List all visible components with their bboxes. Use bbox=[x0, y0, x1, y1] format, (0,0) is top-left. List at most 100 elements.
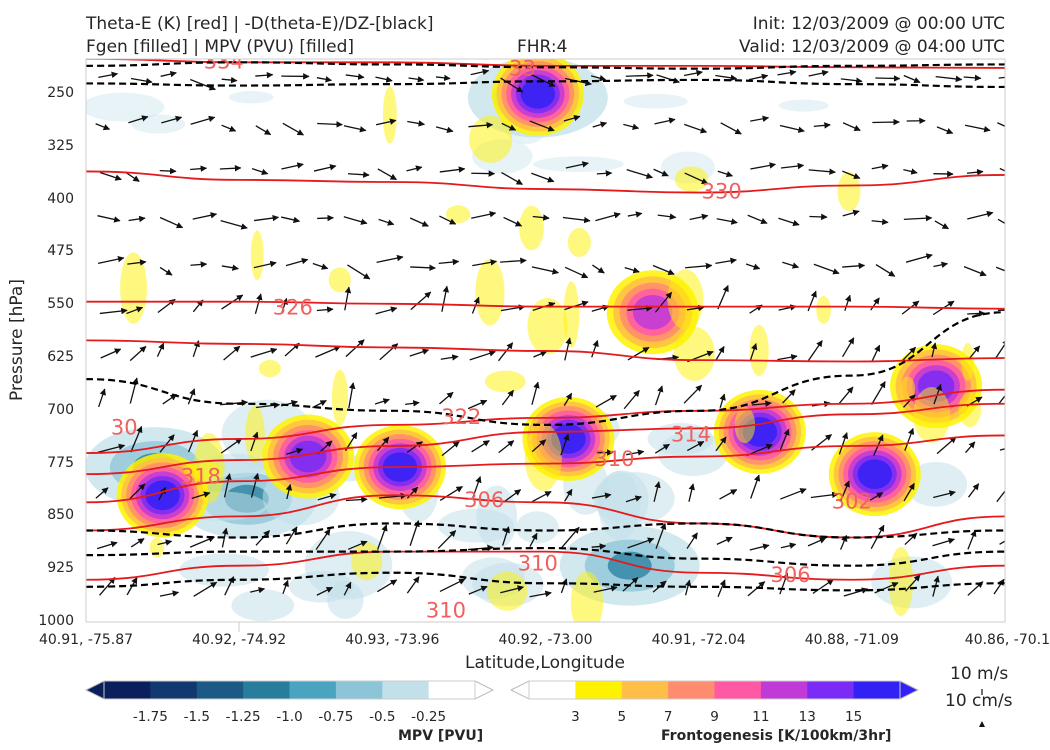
wind-vector bbox=[315, 345, 341, 358]
fgen-area bbox=[193, 432, 225, 504]
theta-e-contour bbox=[86, 170, 1005, 194]
wind-vector bbox=[285, 526, 298, 545]
wind-vector bbox=[807, 537, 827, 547]
wind-vector bbox=[624, 266, 640, 274]
wind-vector bbox=[654, 117, 676, 125]
colorbar-segment bbox=[760, 681, 808, 699]
colorbar-extend-high bbox=[474, 680, 495, 700]
wind-vector bbox=[129, 483, 146, 500]
wind-vector bbox=[933, 490, 956, 499]
y-tick-label: 250 bbox=[47, 85, 74, 101]
wind-vector bbox=[657, 213, 677, 220]
wind-vector bbox=[627, 346, 650, 361]
wind-vector bbox=[157, 539, 173, 546]
theta-e-contour-label: 306 bbox=[464, 488, 504, 512]
wind-vector bbox=[159, 167, 177, 175]
fgen-area bbox=[382, 86, 397, 144]
wind-vector bbox=[316, 586, 333, 596]
wind-vector bbox=[190, 165, 208, 172]
vector-key-arrows bbox=[979, 689, 985, 727]
wind-vector bbox=[98, 71, 119, 79]
wind-vector bbox=[777, 69, 797, 76]
wind-vector bbox=[750, 115, 770, 122]
wind-vector bbox=[468, 585, 488, 595]
fgen-area bbox=[149, 537, 165, 558]
wind-vector bbox=[968, 345, 981, 360]
wind-vector bbox=[531, 266, 559, 275]
wind-vector bbox=[719, 489, 738, 500]
wind-vector bbox=[967, 529, 977, 550]
wind-vector bbox=[158, 486, 167, 501]
wind-vector bbox=[376, 579, 398, 593]
fgen-area bbox=[145, 480, 180, 511]
wind-vector bbox=[936, 436, 957, 455]
wind-vector bbox=[467, 399, 488, 410]
theta-e-contour bbox=[86, 402, 1005, 476]
wind-vector bbox=[871, 381, 886, 405]
fgen-area bbox=[520, 79, 556, 109]
wind-vector bbox=[223, 473, 232, 498]
wind-vector bbox=[626, 169, 654, 179]
theta-e-contour-label: 318 bbox=[181, 465, 221, 489]
colorbar-segment bbox=[714, 681, 762, 699]
wind-vector bbox=[190, 261, 208, 268]
wind-vector bbox=[191, 491, 211, 500]
mpv-area bbox=[598, 470, 640, 541]
wind-vector bbox=[717, 579, 726, 597]
wind-vector bbox=[282, 122, 304, 136]
wind-vector bbox=[497, 342, 514, 362]
wind-vector bbox=[590, 74, 607, 82]
wind-vector bbox=[963, 74, 982, 82]
wind-vector bbox=[655, 522, 667, 549]
wind-vector bbox=[596, 170, 613, 177]
wind-vector bbox=[808, 168, 836, 175]
wind-vector bbox=[348, 382, 356, 409]
wind-vector bbox=[716, 218, 738, 225]
fgen-area bbox=[632, 294, 673, 330]
fgen-area bbox=[245, 405, 265, 464]
theta-e-contour-label: 306 bbox=[771, 563, 811, 587]
mpv-area bbox=[438, 508, 515, 543]
x-axis-label: Latitude,Longitude bbox=[465, 653, 625, 673]
fgen-area bbox=[961, 342, 975, 381]
wind-vector bbox=[591, 339, 599, 358]
wind-vector bbox=[964, 124, 991, 133]
wind-vector bbox=[844, 294, 852, 311]
theta-e-contour-label: 326 bbox=[273, 296, 313, 320]
x-tick-label: 40.92, -74.92 bbox=[192, 632, 287, 648]
wind-vector bbox=[930, 342, 938, 358]
wind-vector bbox=[564, 77, 592, 87]
wind-vector bbox=[251, 168, 269, 176]
wind-vector bbox=[127, 259, 147, 266]
theta-e-contour-label: 322 bbox=[441, 405, 481, 429]
mpv-colorbar-label: MPV [PVU] bbox=[398, 728, 484, 744]
wind-vector bbox=[468, 121, 494, 129]
fgen-colorbar-label: Frontogenesis [K/100km/3hr] bbox=[661, 728, 892, 744]
fgen-colorbar bbox=[509, 680, 920, 700]
wind-vector bbox=[563, 114, 581, 122]
wind-vector bbox=[997, 122, 1005, 127]
wind-vector bbox=[780, 542, 797, 549]
wind-vector bbox=[409, 348, 430, 357]
wind-vector bbox=[406, 576, 420, 594]
wind-vector bbox=[779, 428, 790, 451]
wind-vector bbox=[437, 530, 457, 549]
wind-vector bbox=[501, 171, 523, 185]
wind-vector bbox=[130, 537, 145, 548]
wind-vector bbox=[749, 543, 770, 551]
wind-vector bbox=[285, 257, 309, 267]
wind-vector bbox=[533, 350, 548, 358]
wind-vector bbox=[905, 253, 933, 263]
wind-vector bbox=[689, 213, 709, 221]
x-tick-label: 40.91, -75.87 bbox=[38, 632, 134, 648]
stability-contour bbox=[86, 78, 1005, 89]
wind-vector bbox=[221, 76, 238, 84]
wind-vector bbox=[375, 76, 393, 83]
wind-vector bbox=[315, 528, 331, 551]
fgen-area bbox=[958, 392, 982, 428]
wind-vector bbox=[838, 432, 849, 455]
colorbar-tick-label: -0.25 bbox=[411, 709, 447, 725]
wind-vector bbox=[686, 304, 705, 312]
fgen-area bbox=[667, 269, 704, 330]
